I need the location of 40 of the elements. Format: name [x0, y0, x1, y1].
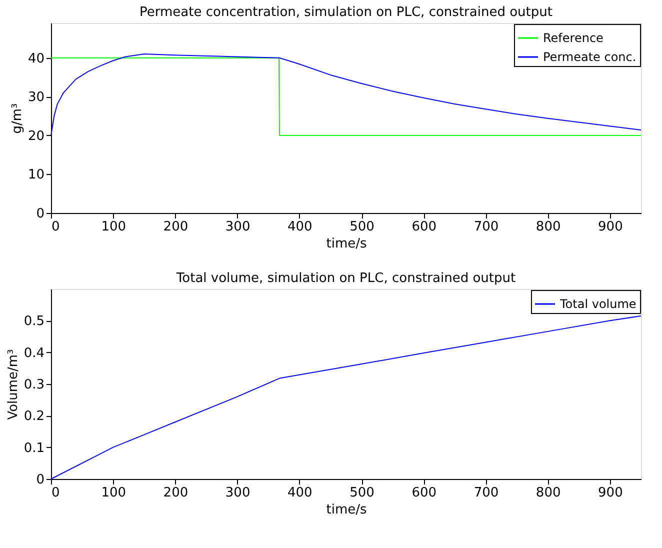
y-axis-title: Volume/m³: [6, 349, 21, 420]
chart-title: Permeate concentration, simulation on PLC, constrained output: [140, 5, 552, 20]
x-tick-label: 900: [598, 220, 623, 234]
y-tick-label: 0.2: [24, 409, 44, 424]
x-tick-label: 700: [474, 486, 499, 500]
x-tick-label: 500: [350, 486, 374, 500]
x-tick-label: 600: [412, 486, 437, 500]
y-axis-title: g/m³: [10, 103, 25, 134]
legend-label: Total volume: [559, 297, 636, 311]
x-axis-title: time/s: [326, 502, 367, 518]
chart-title: Total volume, simulation on PLC, constrained output: [175, 271, 516, 286]
y-tick-label: 0.5: [24, 314, 44, 330]
y-tick-label: 0: [36, 206, 44, 222]
x-tick-label: 900: [598, 486, 623, 500]
y-tick-label: 10: [28, 168, 44, 183]
x-axis-title: time/s: [326, 236, 367, 252]
x-tick-label: 100: [101, 220, 126, 234]
y-tick-label: 0.1: [24, 440, 44, 456]
x-tick-label: 800: [536, 486, 561, 500]
x-tick-label: 600: [412, 220, 437, 234]
y-tick-label: 0.3: [24, 378, 44, 392]
y-tick-label: 40: [28, 51, 44, 66]
x-tick-label: 100: [101, 486, 126, 500]
x-tick-label: 700: [474, 220, 499, 234]
x-tick-label: 200: [163, 220, 188, 234]
x-tick-label: 200: [163, 486, 188, 500]
x-tick-label: 400: [288, 220, 312, 234]
legend-label: Permeate conc.: [543, 50, 636, 64]
y-tick-label: 30: [28, 90, 44, 106]
x-tick-label: 0: [52, 486, 60, 500]
x-tick-label: 300: [225, 220, 250, 234]
x-tick-label: 500: [350, 220, 374, 234]
x-tick-label: 400: [288, 486, 312, 500]
x-tick-label: 300: [225, 486, 250, 500]
y-tick-label: 0.4: [24, 346, 44, 361]
x-tick-label: 0: [52, 220, 60, 234]
y-tick-label: 20: [28, 128, 44, 144]
x-tick-label: 800: [536, 220, 561, 234]
y-tick-label: 0: [36, 472, 44, 488]
legend-label: Reference: [543, 31, 604, 45]
